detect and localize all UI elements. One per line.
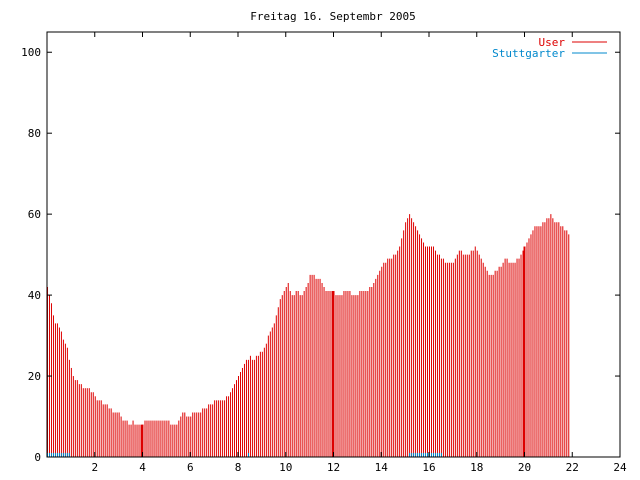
x-tick-label: 4	[139, 461, 146, 474]
x-tick-label: 12	[327, 461, 340, 474]
hour-marker	[523, 246, 526, 457]
y-tick-label: 20	[28, 370, 41, 383]
x-tick-label: 8	[235, 461, 242, 474]
y-tick-label: 80	[28, 127, 41, 140]
x-tick-label: 24	[613, 461, 627, 474]
x-tick-label: 10	[279, 461, 292, 474]
hour-marker	[141, 424, 144, 457]
y-tick-label: 0	[34, 451, 41, 464]
hour-markers	[141, 246, 526, 457]
y-tick-label: 40	[28, 289, 41, 302]
y-tick-label: 60	[28, 208, 41, 221]
hour-marker	[332, 291, 335, 457]
legend-stuttgarter-label: Stuttgarter	[492, 47, 565, 60]
plot-bars	[47, 214, 570, 457]
x-tick-label: 22	[566, 461, 579, 474]
legend: User Stuttgarter	[492, 36, 607, 60]
chart-title: Freitag 16. Septembr 2005	[250, 10, 416, 23]
y-tick-label: 100	[21, 46, 41, 59]
x-tick-label: 2	[91, 461, 98, 474]
x-tick-label: 20	[518, 461, 531, 474]
x-tick-label: 18	[470, 461, 483, 474]
x-tick-label: 14	[375, 461, 389, 474]
x-tick-label: 6	[187, 461, 194, 474]
legend-user-label: User	[539, 36, 566, 49]
x-tick-label: 16	[422, 461, 435, 474]
